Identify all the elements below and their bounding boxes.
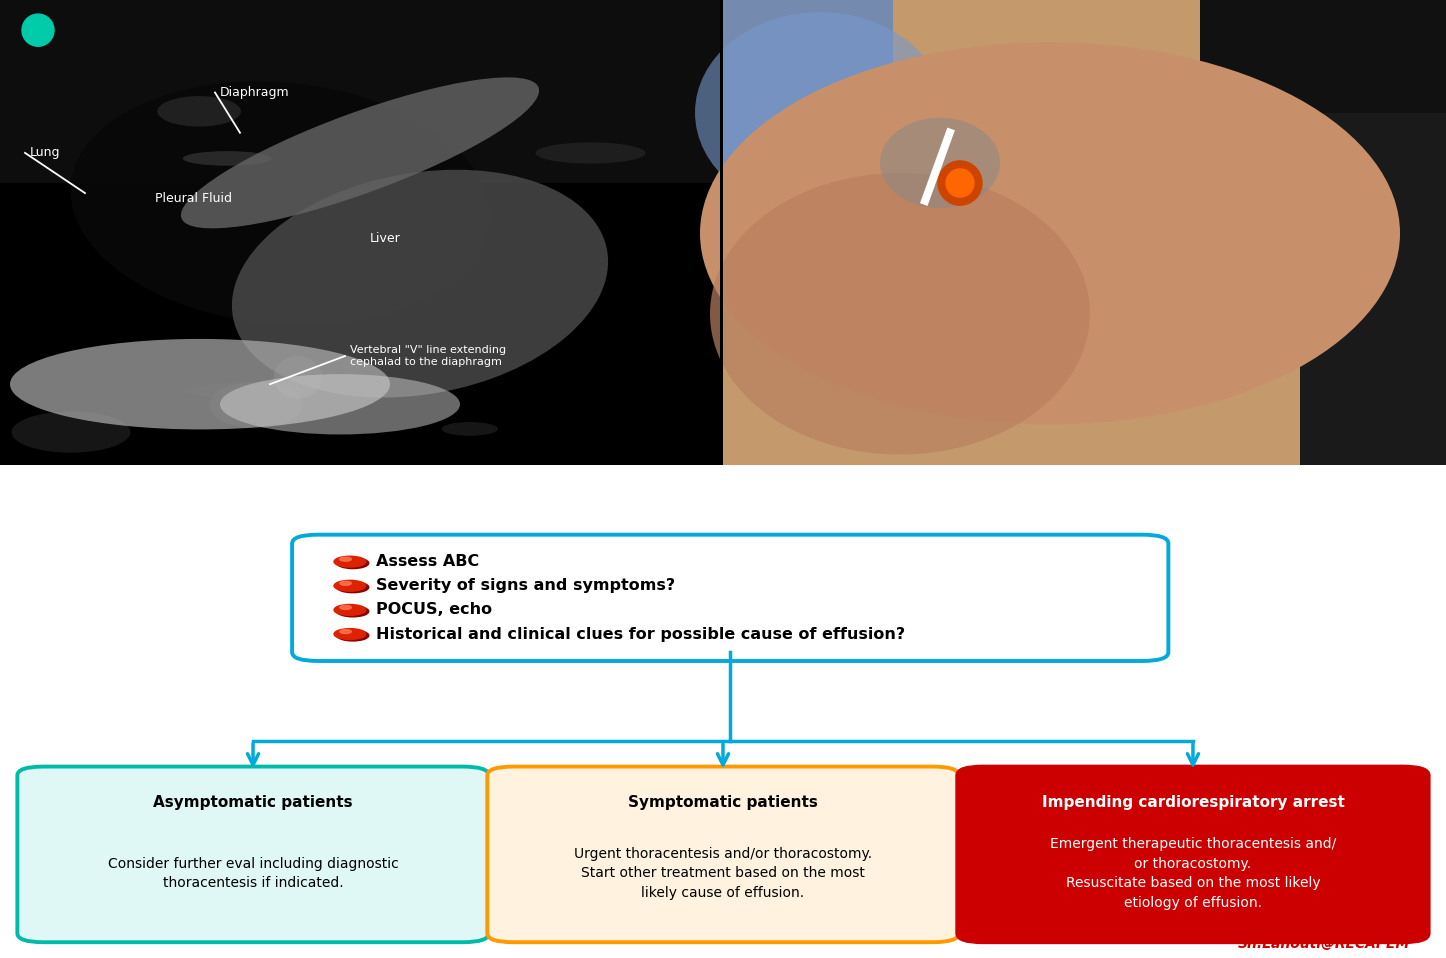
Ellipse shape — [71, 81, 489, 325]
Ellipse shape — [700, 42, 1400, 424]
Bar — [1200, 0, 1446, 113]
Ellipse shape — [220, 375, 460, 435]
Text: Diaphragm: Diaphragm — [220, 86, 289, 99]
Ellipse shape — [211, 79, 246, 98]
Circle shape — [334, 581, 366, 591]
Text: Emergent therapeutic thoracentesis and/
or thoracostomy.
Resuscitate based on th: Emergent therapeutic thoracentesis and/ … — [1050, 837, 1336, 909]
Ellipse shape — [710, 173, 1090, 455]
Circle shape — [340, 558, 351, 561]
Ellipse shape — [596, 43, 693, 82]
Bar — [720, 0, 723, 465]
Bar — [723, 0, 894, 263]
Text: Asymptomatic patients: Asymptomatic patients — [153, 795, 353, 810]
Text: POCUS, echo: POCUS, echo — [376, 603, 492, 617]
Circle shape — [334, 604, 366, 615]
Bar — [1300, 0, 1446, 465]
Text: Consider further eval including diagnostic
thoracentesis if indicated.: Consider further eval including diagnost… — [107, 856, 399, 890]
Text: Lung: Lung — [30, 147, 61, 159]
Circle shape — [340, 605, 351, 609]
Circle shape — [340, 582, 351, 585]
Circle shape — [938, 161, 982, 205]
FancyBboxPatch shape — [17, 766, 489, 943]
Ellipse shape — [696, 12, 946, 214]
FancyBboxPatch shape — [487, 766, 959, 943]
Circle shape — [334, 628, 366, 639]
Text: Urgent thoracentesis and/or thoracostomy.
Start other treatment based on the mos: Urgent thoracentesis and/or thoracostomy… — [574, 847, 872, 900]
Ellipse shape — [294, 301, 392, 311]
FancyBboxPatch shape — [292, 535, 1168, 661]
Circle shape — [337, 582, 369, 593]
Text: Liver: Liver — [370, 232, 401, 245]
Text: Symptomatic patients: Symptomatic patients — [628, 795, 818, 810]
Bar — [0, 0, 723, 465]
Text: Historical and clinical clues for possible cause of effusion?: Historical and clinical clues for possib… — [376, 627, 905, 642]
Circle shape — [340, 629, 351, 633]
Bar — [723, 0, 1446, 465]
Ellipse shape — [386, 299, 437, 328]
Circle shape — [22, 14, 54, 46]
Text: Pleural Fluid: Pleural Fluid — [155, 192, 231, 205]
Circle shape — [946, 169, 975, 197]
Text: Severity of signs and symptoms?: Severity of signs and symptoms? — [376, 579, 675, 593]
Ellipse shape — [370, 256, 441, 280]
Ellipse shape — [554, 351, 635, 389]
Ellipse shape — [881, 118, 1001, 208]
Circle shape — [337, 606, 369, 617]
FancyBboxPatch shape — [957, 766, 1429, 943]
Circle shape — [334, 557, 366, 567]
Bar — [0, 0, 723, 183]
Ellipse shape — [231, 170, 609, 398]
Ellipse shape — [10, 339, 390, 429]
Text: Sh.Lahouti@RECAPEM: Sh.Lahouti@RECAPEM — [1238, 937, 1410, 950]
Ellipse shape — [522, 212, 564, 250]
Text: Assess ABC: Assess ABC — [376, 554, 479, 569]
Bar — [920, 127, 954, 206]
Ellipse shape — [539, 96, 615, 126]
Ellipse shape — [181, 78, 539, 228]
Circle shape — [337, 558, 369, 568]
Text: Vertebral "V" line extending
cephalad to the diaphragm: Vertebral "V" line extending cephalad to… — [350, 345, 506, 367]
Text: Impending cardiorespiratory arrest: Impending cardiorespiratory arrest — [1041, 795, 1345, 810]
Circle shape — [337, 630, 369, 641]
